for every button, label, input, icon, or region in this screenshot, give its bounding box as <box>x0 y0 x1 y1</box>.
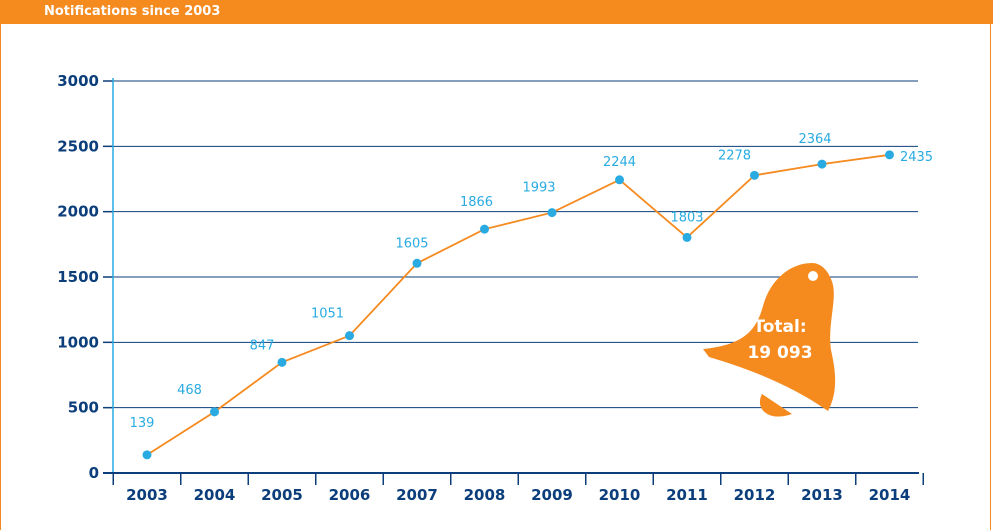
data-label: 1803 <box>670 210 703 225</box>
data-point <box>817 159 827 169</box>
data-point <box>480 224 489 234</box>
x-tick-label: 2008 <box>464 486 506 504</box>
data-label: 2278 <box>718 148 751 163</box>
header-band: Notifications since 2003 <box>0 0 993 24</box>
data-label: 1993 <box>522 181 555 196</box>
data-label: 847 <box>250 338 275 353</box>
x-tick-label: 2006 <box>329 486 371 504</box>
y-tick-label: 500 <box>68 399 99 417</box>
data-label: 468 <box>177 383 202 398</box>
callout-total-value: 19 093 <box>747 343 812 363</box>
y-tick-label: 1500 <box>57 268 99 286</box>
x-tick-label: 2013 <box>801 486 843 504</box>
x-tick-label: 2011 <box>666 486 708 504</box>
data-label: 1605 <box>395 236 428 251</box>
y-tick-label: 2500 <box>57 137 99 155</box>
data-point <box>210 407 219 417</box>
bell-clapper-icon <box>759 394 792 417</box>
x-tick-label: 2007 <box>396 486 438 504</box>
data-point <box>750 170 759 180</box>
data-label: 2364 <box>798 132 831 147</box>
x-tick-label: 2014 <box>869 486 911 504</box>
data-label: 2435 <box>900 150 933 165</box>
bell-ring-icon <box>808 271 818 281</box>
x-tick-label: 2005 <box>261 486 303 504</box>
gridlines <box>113 80 918 409</box>
total-bell-callout: Total: 19 093 <box>703 263 836 417</box>
data-label: 139 <box>130 416 155 431</box>
series <box>142 150 894 460</box>
data-point <box>615 175 624 185</box>
y-tick-label: 3000 <box>57 72 99 90</box>
data-point <box>277 357 287 367</box>
data-label: 1051 <box>311 307 344 322</box>
data-label: 1866 <box>460 195 493 210</box>
data-point <box>547 208 557 218</box>
data-labels: 139 468 847 1051 1605 1866 1993 2244 1803 2278 236… <box>130 132 933 431</box>
x-tick-label: 2010 <box>599 486 641 504</box>
series-line <box>146 153 890 456</box>
data-point <box>142 450 152 460</box>
x-tick-label: 2004 <box>194 486 236 504</box>
y-tick-label: 0 <box>89 464 99 482</box>
y-tick-label: 1000 <box>57 333 99 351</box>
callout-total-label: Total: <box>753 317 806 337</box>
bell-icon <box>703 263 836 411</box>
y-tick-label: 2000 <box>57 203 99 221</box>
frame-left-border <box>0 24 1 530</box>
x-tick-label: 2012 <box>734 486 776 504</box>
data-point <box>345 331 354 341</box>
data-point <box>412 258 422 268</box>
data-point <box>682 232 692 242</box>
frame-right-border <box>990 24 991 530</box>
x-tick-label: 2009 <box>531 486 573 504</box>
chart-title: Notifications since 2003 <box>44 4 221 19</box>
axes: 0 500 1000 1500 2000 2500 3000 2003 2004 2005 2006… <box>57 72 924 504</box>
x-tick-label: 2003 <box>126 486 168 504</box>
data-point <box>885 150 894 160</box>
data-label: 2244 <box>603 155 636 170</box>
